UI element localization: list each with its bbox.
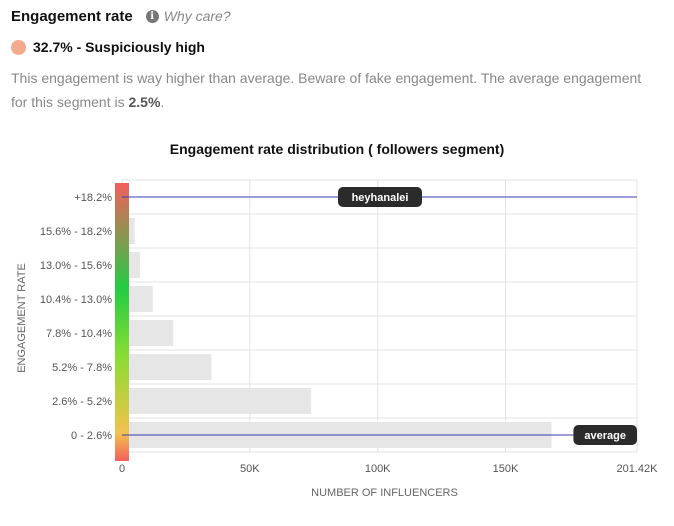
description-text: This engagement is way higher than avera…: [11, 70, 642, 110]
status-dot-icon: [11, 39, 26, 55]
x-tick-label: 50K: [240, 463, 260, 475]
bar: [122, 320, 174, 346]
description-suffix: .: [160, 94, 165, 110]
bar: [122, 388, 312, 414]
y-tick-label: 0 - 2.6%: [71, 430, 112, 442]
x-axis-title: NUMBER OF INFLUENCERS: [311, 487, 458, 499]
marker-label-group: average: [573, 425, 637, 445]
y-axis-title: ENGAGEMENT RATE: [16, 263, 28, 373]
info-icon[interactable]: i: [145, 9, 159, 23]
y-tick-label: 10.4% - 13.0%: [40, 294, 112, 306]
marker-label-group: heyhanalei: [338, 187, 422, 207]
engagement-description: This engagement is way higher than avera…: [11, 66, 651, 114]
why-care-link[interactable]: Why care?: [163, 8, 231, 24]
marker-label: average: [584, 430, 626, 442]
engagement-status: 32.7% - Suspiciously high: [11, 37, 205, 57]
y-tick-label: 7.8% - 10.4%: [46, 328, 112, 340]
section-header: Engagement rate i Why care?: [11, 6, 231, 26]
y-tick-label: 5.2% - 7.8%: [52, 362, 112, 374]
chart-title: Engagement rate distribution ( followers…: [169, 141, 505, 157]
x-tick-label: 201.42K: [617, 463, 659, 475]
bar: [122, 354, 212, 380]
y-tick-label: 15.6% - 18.2%: [40, 226, 112, 238]
status-text: 32.7% - Suspiciously high: [33, 39, 205, 55]
average-rate: 2.5%: [128, 94, 161, 110]
y-tick-label: +18.2%: [74, 192, 112, 204]
x-tick-label: 100K: [365, 463, 391, 475]
marker-pill: [338, 187, 422, 207]
marker-label: heyhanalei: [352, 192, 409, 204]
section-title: Engagement rate: [11, 7, 133, 25]
x-tick-label: 0: [119, 463, 125, 475]
y-tick-label: 2.6% - 5.2%: [52, 396, 112, 408]
x-tick-label: 150K: [493, 463, 519, 475]
marker-pill: [573, 425, 637, 445]
rate-scale-strip: [115, 183, 129, 461]
y-tick-label: 13.0% - 15.6%: [40, 260, 112, 272]
